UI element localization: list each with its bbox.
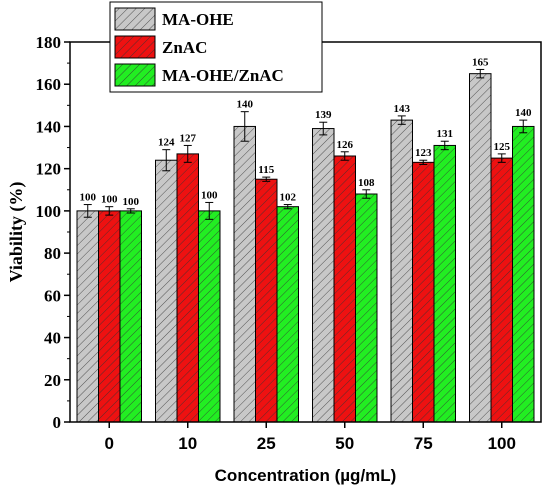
data-label: 140 <box>515 107 532 119</box>
bar <box>155 159 178 423</box>
legend-label: MA-OHE <box>162 10 234 29</box>
bar <box>198 210 221 423</box>
data-label: 125 <box>494 141 511 153</box>
y-tick-label: 160 <box>36 75 62 94</box>
bar <box>312 128 335 423</box>
data-label: 108 <box>358 177 375 189</box>
data-label: 100 <box>101 194 118 206</box>
y-axis-title: Viability (%) <box>6 182 27 283</box>
data-label: 131 <box>437 128 454 140</box>
legend: MA-OHE ZnAC MA-OHE/ZnAC <box>109 1 323 93</box>
x-tick-label: 50 <box>335 434 354 453</box>
data-label: 124 <box>158 137 175 149</box>
x-axis-title: Concentration (µg/mL) <box>215 466 397 485</box>
y-tick-label: 60 <box>44 286 61 305</box>
data-label: 102 <box>280 192 297 204</box>
bar <box>469 73 492 423</box>
data-label: 165 <box>472 56 489 68</box>
legend-label: MA-OHE/ZnAC <box>162 66 284 85</box>
bar <box>255 178 278 423</box>
y-tick-label: 140 <box>36 117 62 136</box>
data-label: 100 <box>80 192 97 204</box>
bar <box>390 119 413 423</box>
bar <box>355 193 378 423</box>
bar <box>490 157 513 423</box>
legend-swatch <box>114 35 156 59</box>
legend-swatch <box>114 63 156 87</box>
x-tick-label: 25 <box>257 434 276 453</box>
bar <box>433 144 456 423</box>
data-label: 115 <box>258 164 274 176</box>
y-tick-label: 20 <box>44 371 61 390</box>
data-label: 123 <box>415 147 432 159</box>
legend-label: ZnAC <box>162 38 207 57</box>
data-label: 143 <box>394 103 411 115</box>
bar <box>512 125 535 423</box>
data-label: 139 <box>315 109 332 121</box>
y-tick-label: 0 <box>53 413 62 432</box>
y-tick-label: 180 <box>36 33 62 52</box>
bar <box>76 210 99 423</box>
y-tick-label: 100 <box>36 202 62 221</box>
x-tick-label: 10 <box>178 434 197 453</box>
data-label: 126 <box>337 139 354 151</box>
y-tick-label: 120 <box>36 160 62 179</box>
x-tick-label: 100 <box>488 434 516 453</box>
bar <box>176 153 199 423</box>
data-label: 127 <box>180 132 197 144</box>
bar <box>119 210 142 423</box>
data-label: 140 <box>237 99 254 111</box>
bar <box>412 161 435 423</box>
x-tick-label: 75 <box>414 434 433 453</box>
data-label: 100 <box>123 196 140 208</box>
bar <box>333 155 356 423</box>
y-tick-label: 80 <box>44 244 61 263</box>
bar <box>276 206 299 423</box>
legend-swatch <box>114 7 156 31</box>
bar <box>233 125 256 423</box>
y-tick-label: 40 <box>44 329 61 348</box>
data-label: 100 <box>201 189 218 201</box>
bar <box>98 210 121 423</box>
x-tick-label: 0 <box>105 434 114 453</box>
